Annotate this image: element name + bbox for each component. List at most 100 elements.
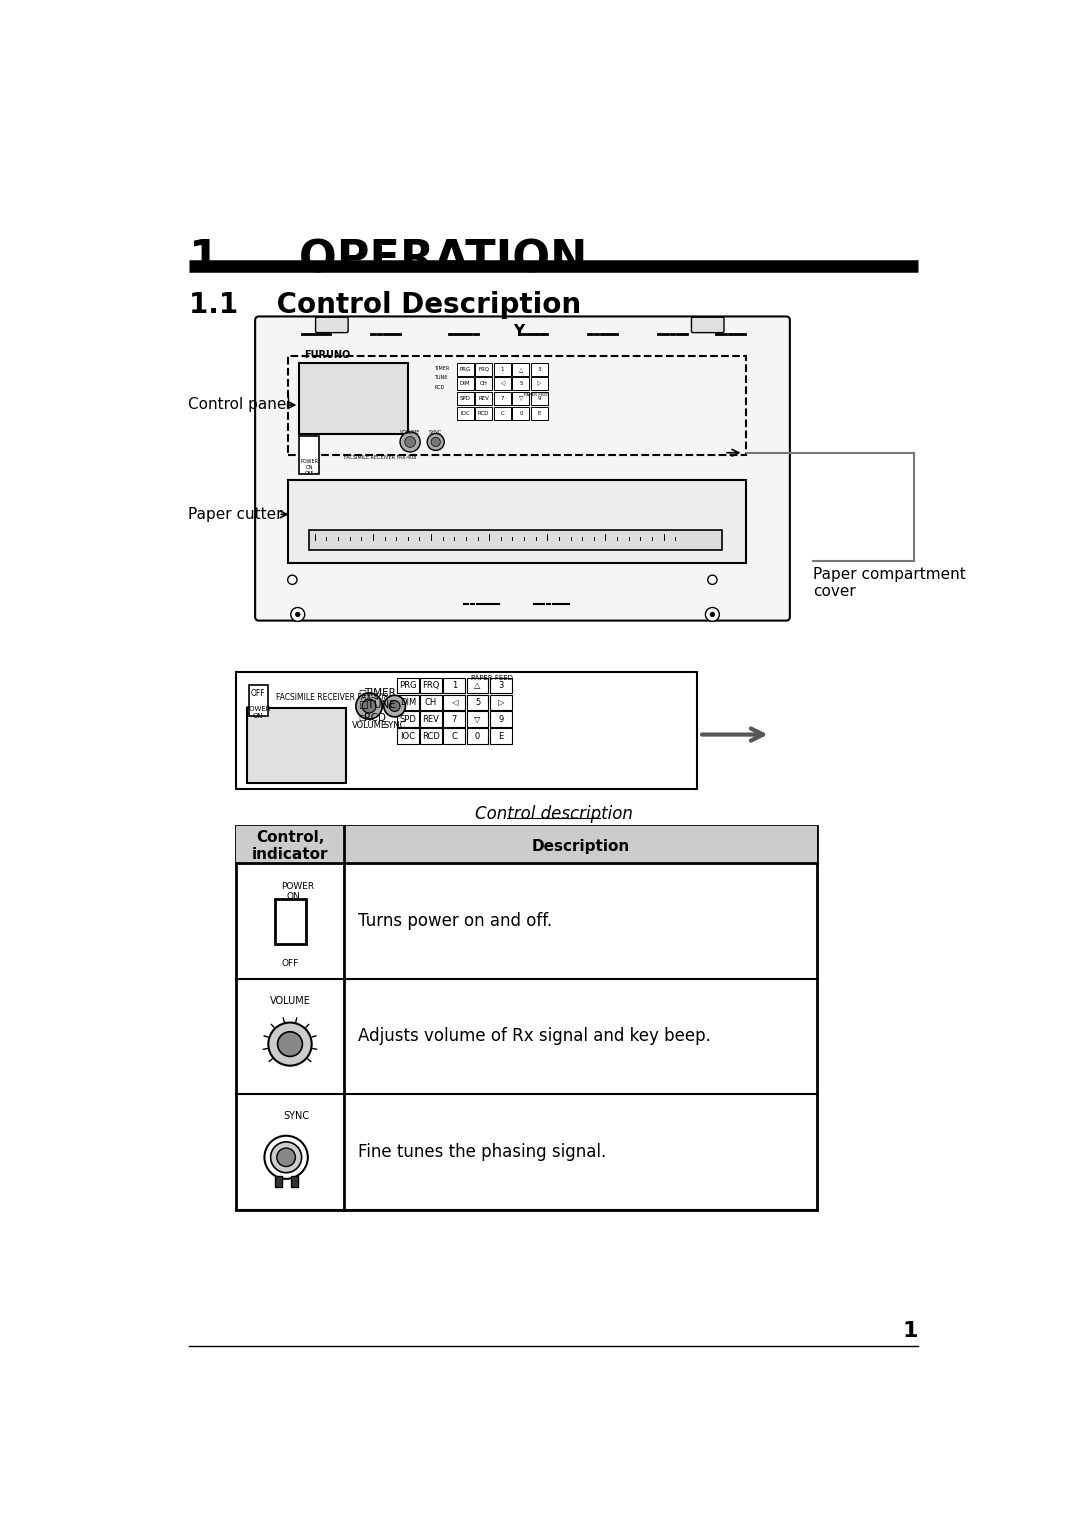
Bar — [494, 406, 511, 420]
Bar — [467, 678, 488, 693]
Bar — [457, 377, 474, 391]
Text: VOLUME: VOLUME — [400, 431, 420, 435]
Bar — [299, 435, 320, 475]
Text: TIMER: TIMER — [364, 687, 396, 698]
Circle shape — [707, 576, 717, 585]
Text: ▷: ▷ — [538, 382, 542, 386]
Text: 1: 1 — [902, 1321, 918, 1341]
Text: OFF: OFF — [282, 959, 299, 968]
Text: 1.1    Control Description: 1.1 Control Description — [189, 292, 581, 319]
Bar — [490, 728, 512, 744]
Text: E: E — [538, 411, 541, 415]
Text: ON: ON — [287, 892, 300, 901]
Text: FACSIMILE RECEIVER FAX-408: FACSIMILE RECEIVER FAX-408 — [345, 455, 417, 460]
Bar — [531, 406, 548, 420]
Text: PRG: PRG — [399, 681, 417, 690]
Text: ◁: ◁ — [451, 698, 458, 707]
Text: 1.    OPERATION: 1. OPERATION — [189, 238, 588, 281]
Text: 3: 3 — [538, 366, 541, 371]
Text: 9: 9 — [498, 715, 503, 724]
Text: RCD: RCD — [364, 713, 387, 722]
Text: 3: 3 — [498, 681, 503, 690]
FancyBboxPatch shape — [255, 316, 789, 620]
Text: E: E — [498, 731, 503, 741]
Text: TUNE: TUNE — [434, 376, 447, 380]
Text: □: □ — [359, 687, 366, 696]
Bar — [512, 362, 529, 376]
Bar — [467, 695, 488, 710]
Bar — [420, 695, 442, 710]
Bar — [397, 712, 419, 727]
Bar — [248, 686, 268, 716]
Bar — [444, 712, 465, 727]
Circle shape — [389, 701, 400, 712]
Circle shape — [296, 612, 300, 617]
Text: RCD: RCD — [422, 731, 440, 741]
Text: 7: 7 — [451, 715, 457, 724]
Text: 1: 1 — [451, 681, 457, 690]
Bar — [475, 362, 492, 376]
Bar — [235, 826, 816, 863]
Bar — [274, 899, 306, 944]
Text: Control panel: Control panel — [188, 397, 291, 412]
Text: POWER
ON: POWER ON — [245, 705, 271, 719]
Text: RCD: RCD — [434, 385, 444, 389]
Text: SPD: SPD — [460, 395, 471, 402]
Bar — [288, 356, 745, 455]
Text: SYNC: SYNC — [284, 1112, 310, 1121]
Circle shape — [362, 699, 376, 713]
Bar — [531, 362, 548, 376]
Bar — [475, 406, 492, 420]
Text: POWER: POWER — [281, 883, 314, 892]
Bar — [457, 406, 474, 420]
Bar — [420, 712, 442, 727]
Circle shape — [383, 695, 405, 716]
Text: Control description: Control description — [474, 805, 633, 823]
Bar — [457, 392, 474, 405]
Bar — [494, 362, 511, 376]
Bar — [494, 377, 511, 391]
Text: Control,
indicator: Control, indicator — [252, 831, 328, 863]
Text: DIM: DIM — [400, 698, 416, 707]
Bar — [444, 678, 465, 693]
Bar — [494, 392, 511, 405]
Text: DIM: DIM — [460, 382, 471, 386]
Text: OFF: OFF — [305, 470, 314, 476]
Circle shape — [271, 1142, 301, 1173]
Circle shape — [705, 608, 719, 621]
Text: △: △ — [474, 681, 481, 690]
Text: IOC: IOC — [401, 731, 416, 741]
Circle shape — [291, 608, 305, 621]
Bar — [444, 695, 465, 710]
Text: SYNC: SYNC — [383, 721, 406, 730]
Text: CH: CH — [480, 382, 488, 386]
Bar — [288, 479, 745, 563]
Text: Paper compartment
cover: Paper compartment cover — [813, 567, 966, 599]
Bar — [420, 678, 442, 693]
Bar — [457, 362, 474, 376]
Text: CH: CH — [424, 698, 437, 707]
Text: □TUNE: □TUNE — [359, 699, 396, 710]
Text: ▷: ▷ — [498, 698, 504, 707]
Text: OFF: OFF — [251, 689, 266, 698]
FancyArrowPatch shape — [727, 449, 739, 457]
Text: C: C — [500, 411, 504, 415]
Circle shape — [710, 612, 715, 617]
Text: FURUNO: FURUNO — [303, 350, 350, 359]
Text: C: C — [451, 731, 457, 741]
Circle shape — [276, 1148, 296, 1167]
Text: 7: 7 — [501, 395, 504, 402]
Bar — [490, 695, 512, 710]
Bar — [299, 362, 408, 434]
Circle shape — [356, 693, 382, 719]
Circle shape — [287, 576, 297, 585]
Circle shape — [268, 1023, 312, 1066]
Bar — [490, 712, 512, 727]
Text: SYNC: SYNC — [429, 431, 443, 435]
Bar — [397, 695, 419, 710]
Text: RCD: RCD — [478, 411, 489, 415]
Text: Y: Y — [513, 324, 524, 339]
Text: VOLUME: VOLUME — [270, 996, 310, 1006]
Text: TIMER: TIMER — [434, 366, 449, 371]
Bar — [420, 728, 442, 744]
